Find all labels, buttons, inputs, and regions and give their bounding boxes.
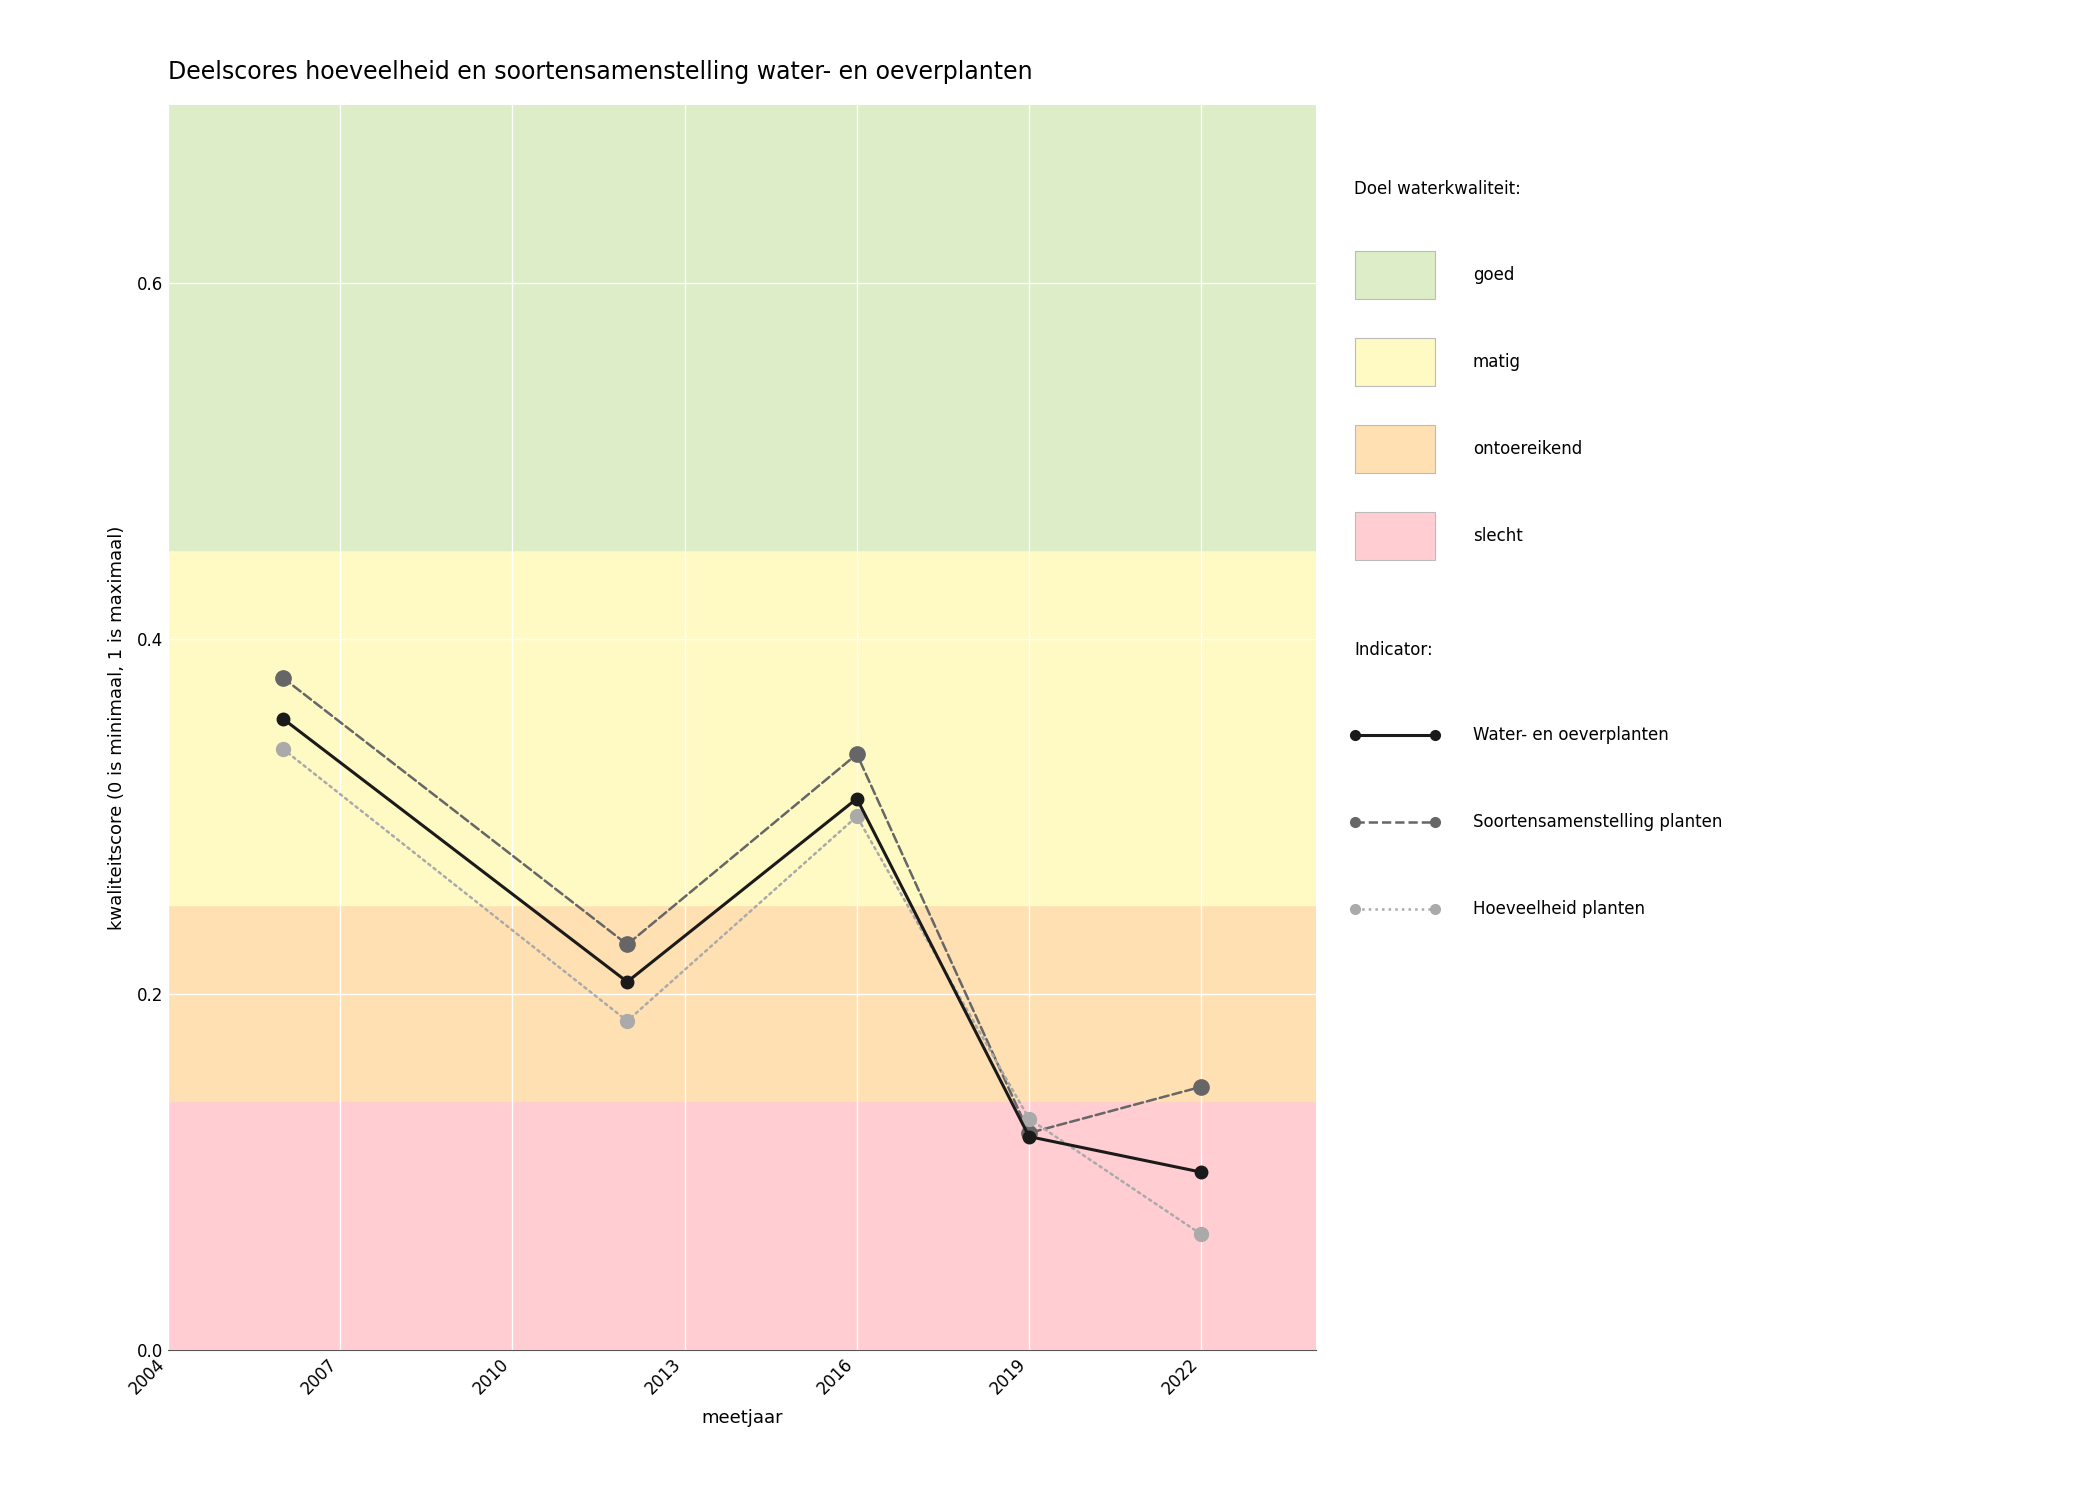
Bar bbox=[168, 105, 1317, 549]
X-axis label: meetjaar: meetjaar bbox=[701, 1408, 783, 1426]
Text: Doel waterkwaliteit:: Doel waterkwaliteit: bbox=[1354, 180, 1520, 198]
Text: goed: goed bbox=[1472, 266, 1514, 284]
Text: Water- en oeverplanten: Water- en oeverplanten bbox=[1472, 726, 1670, 744]
Text: Deelscores hoeveelheid en soortensamenstelling water- en oeverplanten: Deelscores hoeveelheid en soortensamenst… bbox=[168, 60, 1033, 84]
Text: Soortensamenstelling planten: Soortensamenstelling planten bbox=[1472, 813, 1722, 831]
Text: Hoeveelheid planten: Hoeveelheid planten bbox=[1472, 900, 1644, 918]
Y-axis label: kwaliteitscore (0 is minimaal, 1 is maximaal): kwaliteitscore (0 is minimaal, 1 is maxi… bbox=[107, 525, 126, 930]
Bar bbox=[168, 906, 1317, 1101]
Bar bbox=[168, 549, 1317, 906]
Text: Indicator:: Indicator: bbox=[1354, 640, 1432, 658]
Bar bbox=[168, 1101, 1317, 1350]
Text: ontoereikend: ontoereikend bbox=[1472, 440, 1581, 458]
Text: slecht: slecht bbox=[1472, 526, 1522, 544]
Text: matig: matig bbox=[1472, 352, 1520, 370]
